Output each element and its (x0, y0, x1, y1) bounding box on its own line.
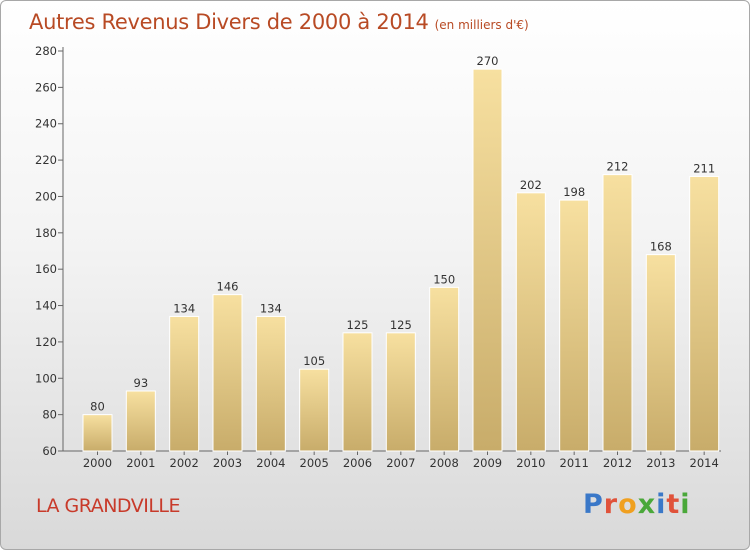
bar (645, 254, 676, 452)
y-tick-label: 80 (42, 408, 57, 422)
y-tick-label: 200 (35, 189, 57, 203)
y-tick-label: 240 (35, 117, 57, 131)
x-tick-label: 2010 (516, 456, 545, 470)
x-tick-label: 2007 (386, 456, 415, 470)
bar-value-label: 125 (347, 318, 369, 332)
bar-value-label: 202 (520, 178, 542, 192)
x-tick-label: 2004 (256, 456, 285, 470)
bar (515, 192, 546, 452)
x-tick-label: 2003 (213, 456, 242, 470)
bar-value-label: 134 (260, 301, 282, 315)
bar (689, 175, 720, 452)
bar (342, 332, 373, 452)
bar (299, 368, 330, 452)
bar (255, 315, 286, 452)
x-tick-label: 2008 (430, 456, 459, 470)
bar (559, 199, 590, 452)
y-tick-label: 140 (35, 299, 57, 313)
bar (82, 414, 113, 452)
y-tick-label: 100 (35, 371, 57, 385)
bar-value-label: 105 (303, 354, 325, 368)
x-tick-label: 2006 (343, 456, 372, 470)
bar (602, 174, 633, 452)
chart-subtitle: (en milliers d'€) (434, 18, 529, 32)
y-tick-label: 260 (35, 80, 57, 94)
y-tick-label: 60 (42, 444, 57, 458)
x-tick-label: 2001 (126, 456, 155, 470)
bar-value-label: 198 (563, 185, 585, 199)
bar-value-label: 150 (433, 272, 455, 286)
x-tick-label: 2014 (690, 456, 719, 470)
bar (385, 332, 416, 452)
bar-value-label: 270 (477, 54, 499, 68)
bar (125, 390, 156, 452)
proxiti-logo: Proxiti (583, 489, 691, 520)
y-tick-label: 280 (35, 44, 57, 58)
bar-value-label: 125 (390, 318, 412, 332)
x-tick-label: 2002 (170, 456, 199, 470)
x-tick-label: 2005 (300, 456, 329, 470)
bar-value-label: 93 (134, 376, 149, 390)
bars: 80 93 134 146 134 105 125 125 150 270 202 198 212 168… (82, 54, 720, 452)
x-tick-label: 2013 (646, 456, 675, 470)
bar (169, 315, 200, 452)
bar-value-label: 80 (90, 400, 105, 414)
bar (429, 286, 460, 452)
bar (472, 68, 503, 452)
axes: 60 80 100 120 140 160 180 200 220 240 260 280 2000 20… (35, 44, 721, 470)
y-tick-label: 180 (35, 226, 57, 240)
bar-value-label: 211 (693, 161, 715, 175)
x-tick-label: 2009 (473, 456, 502, 470)
bar-value-label: 212 (607, 160, 629, 174)
bar (212, 294, 243, 452)
x-tick-label: 2011 (560, 456, 589, 470)
bar-value-label: 146 (217, 280, 239, 294)
chart-title: Autres Revenus Divers de 2000 à 2014 (en … (29, 10, 529, 34)
bar-value-label: 134 (173, 301, 195, 315)
bar-value-label: 168 (650, 240, 672, 254)
y-tick-label: 120 (35, 335, 57, 349)
chart-title-text: Autres Revenus Divers de 2000 à 2014 (29, 10, 429, 34)
y-tick-label: 220 (35, 153, 57, 167)
city-name: LA GRANDVILLE (36, 495, 181, 517)
y-tick-label: 160 (35, 262, 57, 276)
x-tick-label: 2012 (603, 456, 632, 470)
x-tick-label: 2000 (83, 456, 112, 470)
